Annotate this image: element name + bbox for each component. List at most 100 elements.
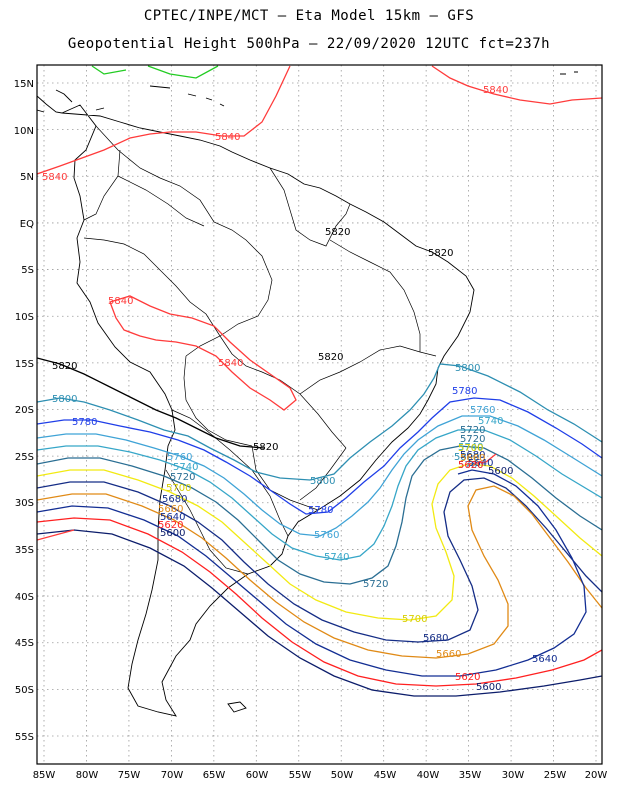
- longitude-labels: 85W 80W 75W 70W 65W 60W 55W 50W 45W 40W …: [33, 770, 608, 781]
- caribbean-islands: [95, 71, 578, 111]
- contour-label: 5640: [532, 654, 557, 665]
- contour-label: 5720: [460, 425, 485, 436]
- lat-label: 40S: [15, 592, 34, 603]
- lat-label: 35S: [15, 545, 34, 556]
- lon-label: 85W: [33, 770, 56, 781]
- contour-label: 5660: [158, 504, 183, 515]
- lat-label: 5S: [21, 265, 34, 276]
- contour-label: 5740: [458, 442, 483, 453]
- contour-label: 5840: [108, 296, 133, 307]
- contour-label: 5720: [363, 579, 388, 590]
- contour-label: 5760: [167, 452, 192, 463]
- contour-5660: [37, 485, 602, 659]
- contour-label: 5820: [318, 352, 343, 363]
- contour-label: 5640: [468, 458, 493, 469]
- contour-label: 5820: [325, 227, 350, 238]
- contour-labels: 5840 5840 5840 5840 5840 5820 5820 5820 …: [42, 85, 557, 693]
- contour-label: 5600: [160, 528, 185, 539]
- contour-label: 5840: [42, 172, 67, 183]
- contour-label: 5620: [458, 460, 483, 471]
- contour-5760: [37, 415, 602, 537]
- contour-label: 5720: [460, 434, 485, 445]
- contour-label: 5820: [428, 248, 453, 259]
- contour-5780: [37, 397, 602, 515]
- continent-outlines: [37, 71, 578, 717]
- map-frame: [36, 64, 603, 765]
- contour-5680: [37, 477, 602, 643]
- contour-label: 5680: [162, 494, 187, 505]
- contour-5640: [37, 469, 587, 677]
- height-contours: [37, 65, 602, 697]
- lon-label: 50W: [331, 770, 354, 781]
- latitude-labels: 15N 10N 5N EQ 5S 10S 15S 20S 25S 30S 35S…: [14, 79, 34, 743]
- contour-label: 5800: [454, 452, 479, 463]
- contour-label: 5640: [160, 512, 185, 523]
- contour-label: 5680: [423, 633, 448, 644]
- lat-label: 10N: [14, 126, 34, 137]
- central-america-coastline: [37, 89, 73, 114]
- contour-5700: [37, 463, 602, 621]
- lat-label: 55S: [15, 732, 34, 743]
- contour-label: 5760: [470, 405, 495, 416]
- contour-label: 5820: [52, 361, 77, 372]
- lon-label: 70W: [161, 770, 184, 781]
- lon-label: 60W: [246, 770, 269, 781]
- contour-label: 5660: [460, 453, 485, 464]
- contour-label: 5600: [476, 682, 501, 693]
- lon-label: 20W: [585, 770, 608, 781]
- contour-label: 5780: [308, 505, 333, 516]
- lon-label: 80W: [76, 770, 99, 781]
- lat-label: 15S: [15, 359, 34, 370]
- contour-label: 5800: [455, 363, 480, 374]
- contour-label: 5840: [483, 85, 508, 96]
- contour-5820: [37, 357, 265, 449]
- contour-label: 5820: [253, 442, 278, 453]
- contour-label: 5700: [166, 483, 191, 494]
- lon-label: 65W: [203, 770, 226, 781]
- contour-5800: [37, 363, 602, 481]
- lon-label: 35W: [459, 770, 482, 781]
- contour-label: 5700: [402, 614, 427, 625]
- country-borders: [83, 125, 437, 575]
- contour-label: 5720: [170, 472, 195, 483]
- contour-label: 5760: [314, 530, 339, 541]
- lat-label: 30S: [15, 498, 34, 509]
- lon-label: 75W: [118, 770, 141, 781]
- contour-5840-south: [37, 453, 497, 541]
- contour-label: 5800: [52, 394, 77, 405]
- contour-label: 5780: [72, 417, 97, 428]
- contour-5600: [37, 529, 602, 697]
- lat-label: 20S: [15, 405, 34, 416]
- lon-label: 45W: [374, 770, 397, 781]
- contour-label: 5760: [458, 460, 483, 471]
- lat-label: EQ: [20, 219, 34, 230]
- lat-label: 10S: [15, 312, 34, 323]
- contour-5840-amazon: [109, 295, 297, 411]
- lat-label: 25S: [15, 452, 34, 463]
- lat-label: 15N: [14, 79, 34, 90]
- lon-label: 55W: [289, 770, 312, 781]
- contour-5620: [37, 517, 602, 687]
- map-grid: [37, 65, 602, 764]
- contour-label: 5740: [478, 416, 503, 427]
- contour-label: 5660: [436, 649, 461, 660]
- contour-label: 5620: [158, 520, 183, 531]
- lon-label: 40W: [417, 770, 440, 781]
- lat-label: 5N: [20, 172, 34, 183]
- contour-label: 5800: [310, 476, 335, 487]
- contour-label: 5840: [218, 358, 243, 369]
- contour-label: 5620: [455, 672, 480, 683]
- contour-label: 5700: [458, 443, 483, 454]
- contour-green: [91, 65, 219, 79]
- contour-5840-ne: [431, 65, 602, 105]
- contour-label: 5600: [488, 466, 513, 477]
- contour-label: 5740: [173, 462, 198, 473]
- contour-label: 5780: [452, 386, 477, 397]
- falkland-islands: [227, 701, 247, 713]
- lon-label: 25W: [544, 770, 567, 781]
- lat-label: 45S: [15, 638, 34, 649]
- contour-5840-north: [37, 65, 291, 175]
- map-subtitle: Geopotential Height 500hPa – 22/09/2020 …: [67, 36, 551, 52]
- contour-label: 5740: [324, 552, 349, 563]
